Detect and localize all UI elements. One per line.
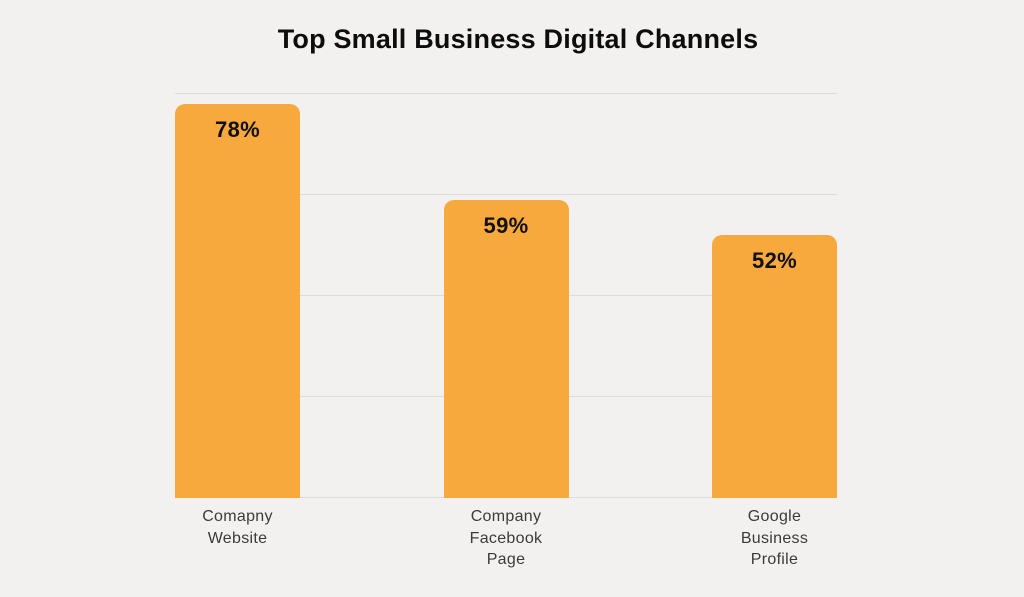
bar-google-business-profile: 52%	[712, 235, 837, 498]
plot-area: 78% 59% 52%	[175, 93, 837, 498]
bar-value-label-google-business-profile: 52%	[752, 248, 797, 273]
chart-title: Top Small Business Digital Channels	[277, 24, 759, 54]
bar-comapny-website: 78%	[175, 104, 300, 498]
gridline-80	[175, 93, 837, 94]
bar-company-facebook-page: 59%	[443, 200, 569, 498]
gridline-60	[175, 194, 837, 195]
x-axis-label-google-business-profile: Google Business Profile	[740, 508, 809, 569]
bar-value-label-company-facebook-page: 59%	[483, 213, 529, 238]
x-axis-label-company-facebook-page: Company Facebook Page	[469, 508, 543, 569]
x-axis-labels: Comapny Website Company Facebook Page Goog…	[175, 506, 837, 586]
bar-value-label-comapny-website: 78%	[215, 117, 260, 142]
x-axis-label-comapny-website: Comapny Website	[202, 508, 273, 547]
